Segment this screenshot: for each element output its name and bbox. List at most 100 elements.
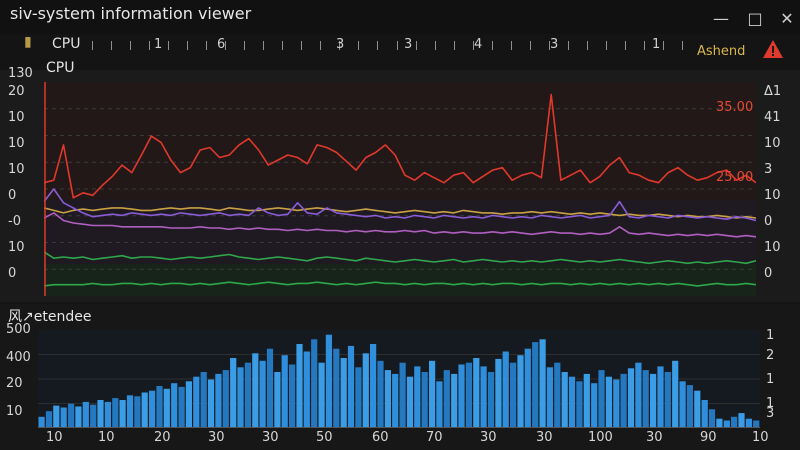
cpu-line-chart[interactable] bbox=[44, 82, 756, 296]
ruler-label: 1 bbox=[652, 37, 661, 52]
memory-bar bbox=[672, 360, 679, 428]
memory-bar bbox=[598, 370, 605, 428]
memory-bar bbox=[252, 353, 259, 428]
memory-bar bbox=[436, 381, 443, 428]
ruler-tick bbox=[624, 41, 626, 50]
memory-bar bbox=[473, 358, 480, 428]
memory-bar bbox=[716, 418, 723, 428]
ruler-tick bbox=[453, 41, 455, 50]
cpu-y-tick-left: 20 bbox=[8, 84, 25, 99]
memory-bar-chart[interactable] bbox=[38, 330, 760, 428]
cpu-y-tick-left: 10 bbox=[8, 136, 25, 151]
memory-bar bbox=[753, 420, 760, 428]
memory-bar bbox=[333, 348, 340, 428]
ruler-tick bbox=[149, 41, 151, 50]
memory-bar bbox=[627, 368, 635, 428]
cpu-y-tick-right: 3 bbox=[764, 162, 773, 177]
memory-bar bbox=[561, 372, 568, 428]
ruler-label: 1 bbox=[154, 37, 163, 52]
time-ruler[interactable]: 1 6 3 3 4 3 1 bbox=[92, 37, 683, 54]
ruler-tick bbox=[377, 41, 379, 50]
memory-bar bbox=[613, 379, 620, 428]
memory-bar bbox=[406, 376, 414, 428]
memory-bar bbox=[274, 372, 281, 428]
memory-bar bbox=[340, 358, 347, 428]
cpu-tab[interactable]: CPU bbox=[52, 36, 81, 52]
memory-x-tick: 30 bbox=[208, 430, 225, 445]
cpu-panel: 130 CPU 20 10 10 10 0 -0 10 0 Δ1 41 10 3 10 0 10 0 35.… bbox=[0, 60, 800, 302]
memory-bar bbox=[583, 373, 590, 428]
ruler-label: 6 bbox=[217, 37, 226, 52]
memory-bar bbox=[650, 373, 657, 428]
cpu-y-tick-right: 10 bbox=[764, 240, 781, 255]
memory-bar bbox=[289, 364, 296, 428]
ruler-tick bbox=[396, 41, 398, 50]
cpu-y-tick-left: -0 bbox=[8, 214, 21, 229]
cpu-panel-title: CPU bbox=[46, 60, 75, 76]
memory-bar bbox=[399, 362, 406, 428]
ruler-tick bbox=[548, 41, 550, 50]
memory-bar bbox=[126, 395, 134, 428]
ruler-label: 4 bbox=[474, 37, 483, 52]
cpu-y-tick-right: 10 bbox=[764, 188, 781, 203]
memory-bar bbox=[568, 376, 576, 428]
ruler-tick bbox=[168, 41, 170, 50]
memory-bar bbox=[480, 366, 487, 428]
cpu-y-tick-left: 0 bbox=[8, 188, 17, 203]
memory-bar bbox=[657, 366, 664, 428]
memory-y-tick-right: 1 bbox=[766, 328, 775, 343]
memory-x-tick: 10 bbox=[98, 430, 115, 445]
memory-x-tick: 50 bbox=[316, 430, 333, 445]
memory-bar bbox=[458, 364, 465, 428]
memory-x-tick: 30 bbox=[536, 430, 553, 445]
memory-bar bbox=[605, 376, 612, 428]
cpu-y-tick-left: 10 bbox=[8, 240, 25, 255]
cpu-y-tick-right: 0 bbox=[764, 266, 773, 281]
warning-icon[interactable] bbox=[762, 38, 784, 60]
memory-bar bbox=[370, 344, 377, 428]
memory-bar bbox=[171, 383, 178, 428]
memory-bar bbox=[591, 383, 598, 428]
memory-bar bbox=[451, 373, 458, 428]
ruler-tick bbox=[415, 41, 417, 50]
ruler-tick bbox=[187, 41, 189, 50]
memory-bar bbox=[215, 373, 222, 428]
pin-icon[interactable]: ▮ bbox=[24, 34, 32, 50]
memory-bar bbox=[45, 411, 53, 428]
ruler-tick bbox=[510, 41, 512, 50]
cpu-y-tick-right: 10 bbox=[764, 136, 781, 151]
memory-bar bbox=[193, 376, 200, 428]
ruler-tick bbox=[643, 41, 645, 50]
ruler-tick bbox=[244, 41, 246, 50]
close-icon[interactable]: ✕ bbox=[780, 9, 794, 28]
memory-bar bbox=[119, 400, 126, 428]
memory-bar bbox=[185, 381, 192, 428]
memory-bar bbox=[524, 348, 531, 428]
memory-x-tick: 90 bbox=[700, 430, 717, 445]
memory-bar bbox=[694, 390, 701, 428]
memory-bar bbox=[303, 351, 310, 428]
cpu-y-tick-left: 10 bbox=[8, 110, 25, 125]
memory-bar bbox=[731, 416, 738, 428]
memory-x-tick: 70 bbox=[426, 430, 443, 445]
cpu-series-line-3 bbox=[44, 212, 756, 238]
memory-y-tick-left: 20 bbox=[6, 376, 23, 391]
minimize-icon[interactable]: — bbox=[713, 9, 729, 28]
cpu-series-line-4 bbox=[44, 251, 756, 265]
memory-bar bbox=[325, 334, 332, 428]
memory-bar bbox=[421, 372, 428, 428]
status-text: Ashend bbox=[697, 44, 746, 59]
ruler-tick bbox=[282, 41, 284, 50]
memory-bar bbox=[141, 392, 148, 428]
ruler-tick bbox=[662, 41, 664, 50]
memory-bar bbox=[163, 388, 170, 428]
memory-y-tick-left: 400 bbox=[6, 350, 31, 365]
memory-bar bbox=[97, 400, 104, 428]
ruler-tick bbox=[225, 41, 227, 50]
toolbar: ▮ CPU 1 6 3 3 4 3 1 Ashend bbox=[0, 34, 800, 74]
maximize-icon[interactable]: □ bbox=[747, 9, 763, 28]
cpu-plot-band bbox=[44, 263, 756, 296]
ruler-tick bbox=[586, 41, 588, 50]
memory-bar bbox=[318, 362, 325, 428]
memory-bar bbox=[259, 360, 266, 428]
